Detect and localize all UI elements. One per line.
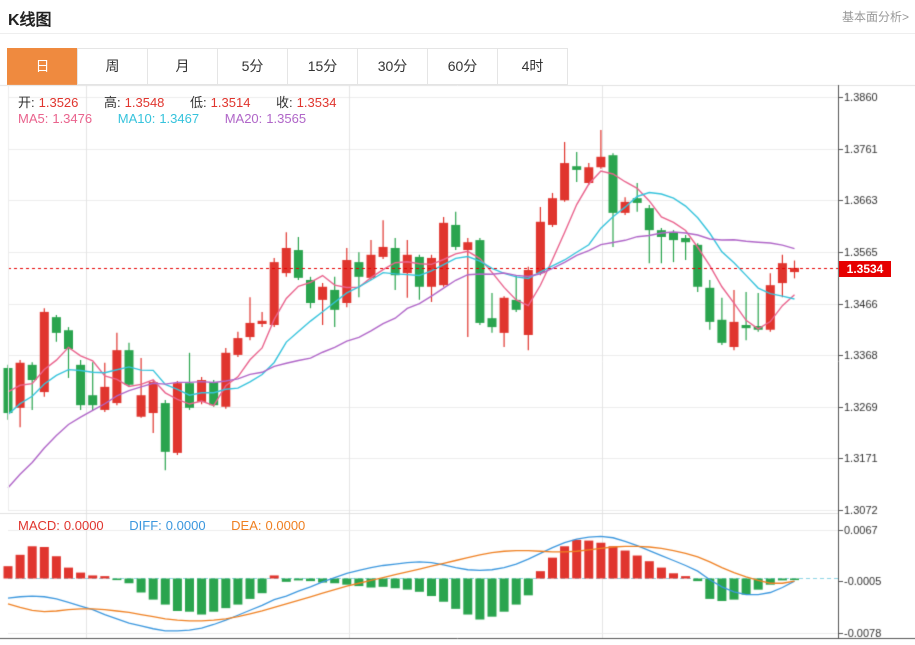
current-price-tag: 1.3534 [839, 260, 891, 277]
